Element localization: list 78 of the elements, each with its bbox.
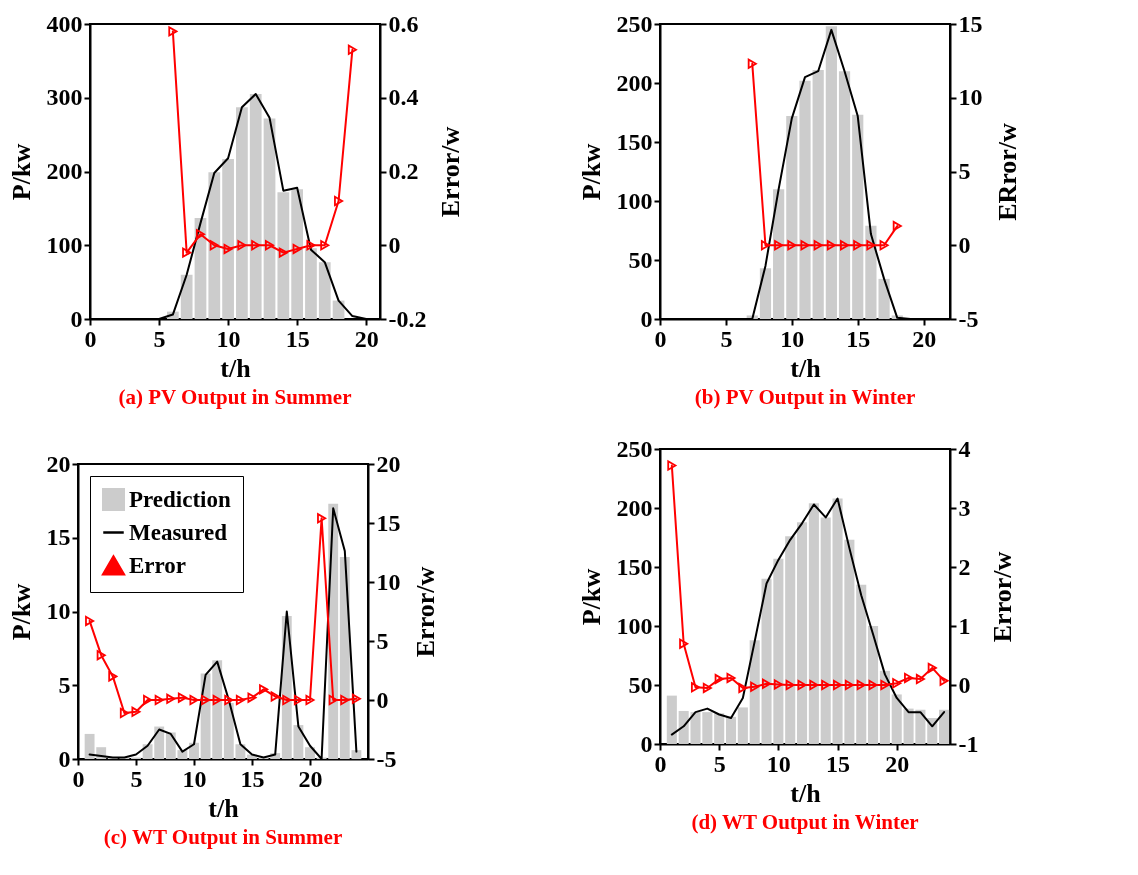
y2-tick-label: 0 [388,231,401,258]
y2-tick-label: 3 [958,494,971,521]
y-tick-label: 50 [628,246,653,273]
text: (c) WT Output in Summer [103,825,343,849]
y2-tick-label: 0.2 [388,158,419,184]
x-tick-label: 15 [846,325,871,352]
y-tick-label: 300 [46,84,83,111]
x-tick-label: 10 [182,765,207,792]
y2-tick-label: -5 [376,745,397,772]
x-tick-label: 20 [354,325,379,352]
x-axis-title: t/h [790,778,822,808]
y-axis-title: P/kw [576,568,606,626]
x-tick-label: 15 [285,325,310,352]
y-tick-label: 200 [46,158,83,184]
y2-tick-label: 15 [958,10,983,37]
y-tick-label: 150 [616,128,653,155]
x-tick-label: 5 [720,325,733,352]
y2-tick-label: -5 [958,305,979,332]
y-tick-label: 200 [616,69,653,96]
y2-tick-label: -1 [958,730,979,757]
y2-tick-label: 0 [958,671,971,698]
x-tick-label: 5 [713,750,726,777]
y-tick-label: 0 [640,305,653,332]
y2-tick-label: 20 [376,450,401,477]
legend-label: Error [129,552,187,578]
y-axis-title: P/kw [6,583,36,641]
y2-tick-label: -0.2 [388,305,427,332]
y2-tick-label: 4 [958,435,971,462]
y-tick-label: 100 [616,612,653,639]
x-tick-label: 20 [298,765,323,792]
y2-axis-title: Error/w [436,126,466,218]
x-tick-label: 15 [826,750,851,777]
x-tick-label: 20 [885,750,910,777]
x-axis-title: t/h [220,353,252,383]
y-tick-label: 5 [58,671,71,698]
y-tick-label: 20 [46,450,71,477]
y-tick-label: 50 [628,671,653,698]
x-tick-label: 15 [240,765,265,792]
y2-axis-title: ERror/w [992,122,1022,221]
y-tick-label: 200 [616,494,653,521]
y2-tick-label: 10 [376,568,401,595]
y2-tick-label: 1 [958,612,971,639]
y-tick-label: 100 [46,231,83,258]
x-tick-label: 5 [130,765,143,792]
y2-tick-label: 15 [376,509,401,536]
y-tick-label: 0 [70,305,83,332]
x-tick-label: 5 [153,325,166,352]
y-tick-label: 150 [616,553,653,580]
y2-tick-label: 5 [376,627,389,654]
y-tick-label: 15 [46,524,71,551]
y-tick-label: 0 [640,730,653,757]
y-tick-label: 250 [616,435,653,462]
y2-tick-label: 10 [958,84,983,111]
text: (d) WT Output in Winter [691,810,919,834]
y-axis-title: P/kw [6,143,36,201]
y2-tick-label: 2 [958,553,971,580]
y2-tick-label: 0 [376,686,389,713]
y-tick-label: 400 [46,10,83,37]
text: (b) PV Output in Winter [694,385,916,409]
y2-tick-label: 0.6 [388,10,419,37]
y-tick-label: 100 [616,187,653,214]
legend-label: Measured [129,519,228,545]
x-tick-label: 10 [766,750,791,777]
y2-axis-title: Error/w [410,566,440,658]
x-tick-label: 10 [216,325,241,352]
y-tick-label: 10 [46,598,71,624]
y2-tick-label: 0.4 [388,84,419,111]
y2-tick-label: 5 [958,158,971,184]
legend-label: Prediction [129,486,231,512]
x-axis-title: t/h [790,353,822,383]
x-tick-label: 20 [912,325,937,352]
y2-axis-title: Error/w [988,551,1018,643]
x-tick-label: 10 [780,325,805,352]
y-tick-label: 250 [616,10,653,37]
y-axis-title: P/kw [576,143,606,201]
text: (a) PV Output in Summer [118,385,352,409]
x-axis-title: t/h [208,793,240,823]
y2-tick-label: 0 [958,231,971,258]
